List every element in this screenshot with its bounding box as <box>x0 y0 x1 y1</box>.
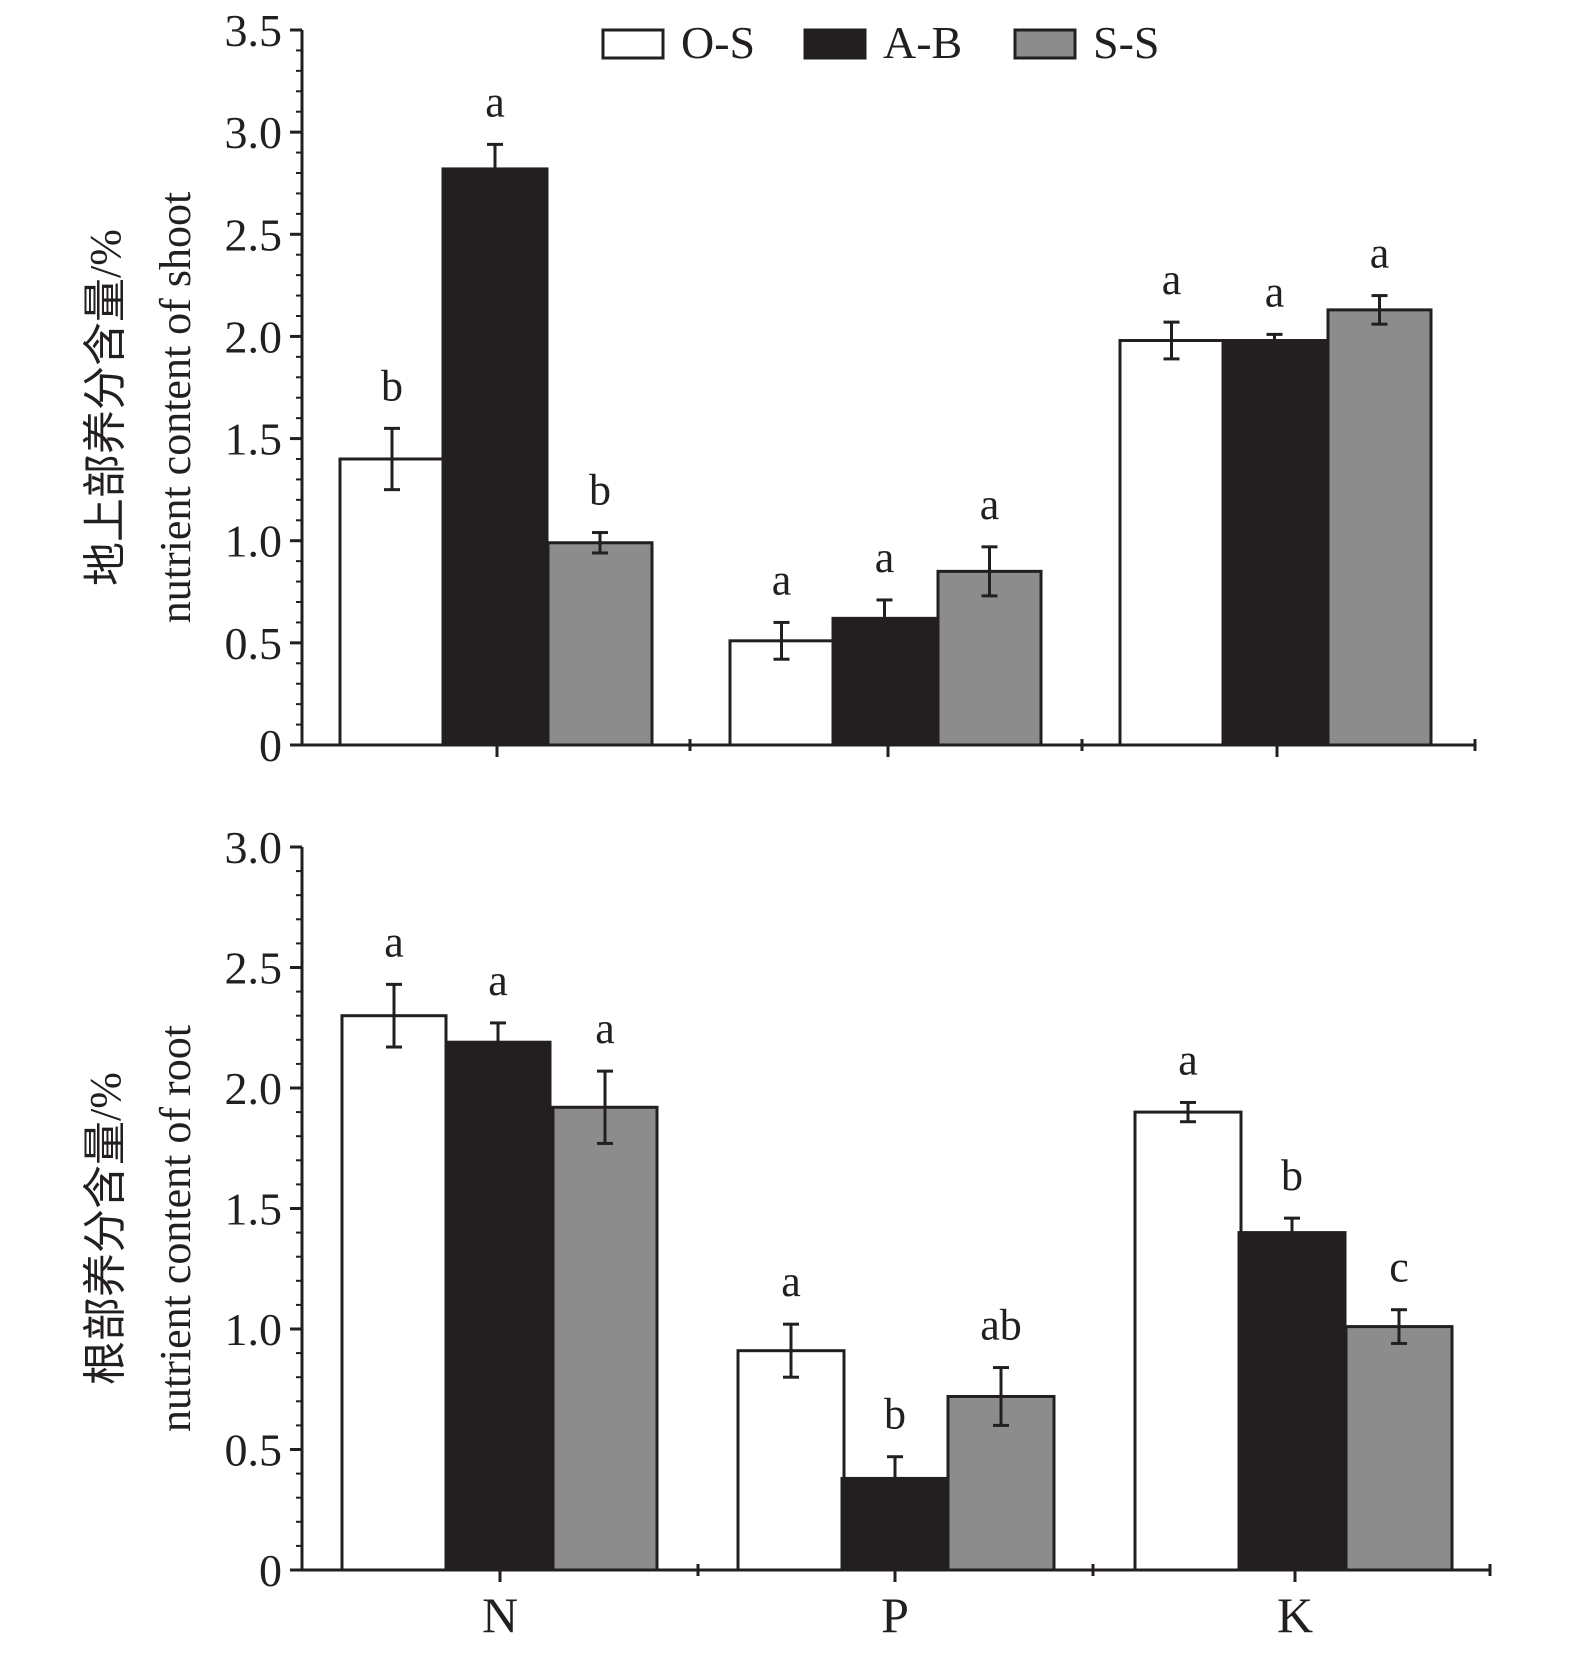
sig-label-N-O-S: a <box>384 917 404 966</box>
y-tick-label: 1.5 <box>225 414 283 465</box>
y-axis-title-cn: 地上部养分含量/% <box>81 229 130 586</box>
sig-label-N-A-B: a <box>485 77 505 126</box>
y-tick-label: 0.5 <box>225 1425 283 1476</box>
y-axis-title-en: nutrient content of root <box>151 1025 200 1432</box>
x-tick-label-N: N <box>482 1587 518 1643</box>
sig-label-P-O-S: a <box>772 555 792 604</box>
y-tick-label: 0 <box>259 1545 282 1596</box>
y-axis-title-en: nutrient content of shoot <box>151 192 200 623</box>
root-panel: 00.51.01.52.02.53.0aaaNababPabcK根部养分含量/%… <box>81 822 1492 1643</box>
sig-label-P-S-S: a <box>980 480 1000 529</box>
y-tick-label: 0.5 <box>225 618 283 669</box>
y-axis-title-cn: 根部养分含量/% <box>81 1072 130 1385</box>
bar-P-S-S <box>936 569 1043 747</box>
shoot-panel: 0 0.5 1.0 1.5 2.0 2.5 3.0 3.5 b a b a a a a a a 地上部养分含量/%… <box>81 5 1477 771</box>
legend-swatch-A-B <box>803 28 867 60</box>
sig-label-P-S-S: ab <box>980 1301 1022 1350</box>
legend-label-S-S: S-S <box>1093 17 1159 68</box>
sig-label-N-A-B: a <box>488 956 508 1005</box>
bar-K-A-B <box>1237 1231 1347 1572</box>
sig-label-P-O-S: a <box>781 1257 801 1306</box>
y-tick-label: 3.0 <box>225 822 283 873</box>
y-tick-label: 0 <box>259 720 282 771</box>
sig-label-K-S-S: a <box>1370 229 1390 278</box>
bar-P-O-S <box>736 1349 846 1572</box>
x-tick-label-K: K <box>1277 1587 1313 1643</box>
sig-label-N-S-S: b <box>589 466 611 515</box>
y-tick-label: 1.0 <box>225 516 283 567</box>
x-tick-label-P: P <box>881 1587 909 1643</box>
sig-label-K-S-S: c <box>1389 1243 1409 1292</box>
bar-K-S-S <box>1326 308 1433 747</box>
bar-K-A-B <box>1221 339 1328 747</box>
legend: O-S A-B S-S <box>601 17 1159 68</box>
y-tick-label: 2.0 <box>225 311 283 362</box>
y-tick-label: 1.0 <box>225 1304 283 1355</box>
legend-label-O-S: O-S <box>681 17 755 68</box>
bar-K-O-S <box>1118 339 1225 747</box>
sig-label-K-A-B: b <box>1281 1151 1303 1200</box>
y-tick-label: 3.0 <box>225 107 283 158</box>
sig-label-N-S-S: a <box>595 1004 615 1053</box>
bar-N-O-S <box>340 1014 448 1572</box>
y-tick-label: 2.5 <box>225 943 283 994</box>
legend-swatch-S-S <box>1013 28 1077 60</box>
y-tick-label: 2.5 <box>225 209 283 260</box>
y-tick-label: 1.5 <box>225 1184 283 1235</box>
bar-N-O-S <box>338 457 446 747</box>
y-tick-label: 2.0 <box>225 1063 283 1114</box>
legend-swatch-O-S <box>601 28 665 60</box>
sig-label-N-O-S: b <box>381 361 403 410</box>
legend-label-A-B: A-B <box>883 17 962 68</box>
bar-N-A-B <box>444 1040 552 1572</box>
sig-label-P-A-B: a <box>875 533 895 582</box>
sig-label-K-O-S: a <box>1162 255 1182 304</box>
sig-label-K-O-S: a <box>1178 1035 1198 1084</box>
bar-N-A-B <box>441 167 549 747</box>
bar-K-S-S <box>1344 1325 1454 1572</box>
y-tick-label: 3.5 <box>225 5 283 56</box>
bar-N-S-S <box>551 1105 659 1572</box>
sig-label-P-A-B: b <box>884 1390 906 1439</box>
sig-label-K-A-B: a <box>1265 267 1285 316</box>
bar-N-S-S <box>546 541 654 747</box>
bar-K-O-S <box>1133 1110 1243 1572</box>
